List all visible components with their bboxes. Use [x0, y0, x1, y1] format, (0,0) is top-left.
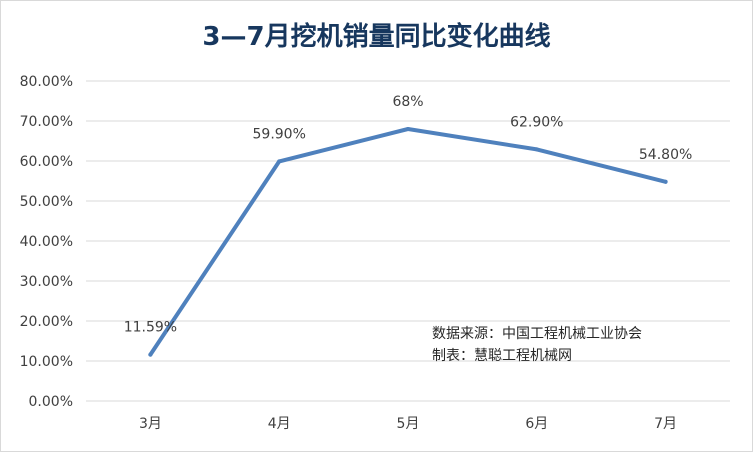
data-point	[663, 179, 668, 184]
source-annotation: 数据来源：中国工程机械工业协会 制表：慧聪工程机械网	[432, 323, 642, 367]
data-point	[277, 159, 282, 164]
x-tick-label: 3月	[139, 416, 162, 432]
x-tick-label: 4月	[268, 416, 291, 432]
data-point	[148, 352, 153, 357]
data-point	[406, 127, 410, 131]
chart-title: 3—7月挖机销量同比变化曲线	[202, 22, 551, 52]
data-label: 68%	[392, 94, 423, 110]
source-line: 数据来源：中国工程机械工业协会	[432, 326, 642, 342]
x-tick-label: 6月	[525, 416, 548, 432]
maker-line: 制表：慧聪工程机械网	[432, 348, 572, 364]
data-point	[534, 147, 539, 152]
x-tick-label: 5月	[397, 416, 420, 432]
y-tick-label: 40.00%	[20, 234, 73, 250]
y-tick-label: 10.00%	[20, 354, 73, 370]
data-label: 59.90%	[253, 126, 306, 142]
y-tick-label: 50.00%	[20, 194, 73, 210]
y-tick-label: 20.00%	[20, 314, 73, 330]
data-label: 62.90%	[510, 114, 563, 130]
y-tick-label: 60.00%	[20, 154, 73, 170]
y-tick-label: 0.00%	[29, 394, 73, 410]
y-tick-label: 30.00%	[20, 274, 73, 290]
y-tick-label: 70.00%	[20, 114, 73, 130]
data-label: 11.59%	[124, 320, 177, 336]
x-tick-label: 7月	[654, 416, 677, 432]
data-label: 54.80%	[639, 147, 692, 163]
y-tick-label: 80.00%	[20, 74, 73, 90]
